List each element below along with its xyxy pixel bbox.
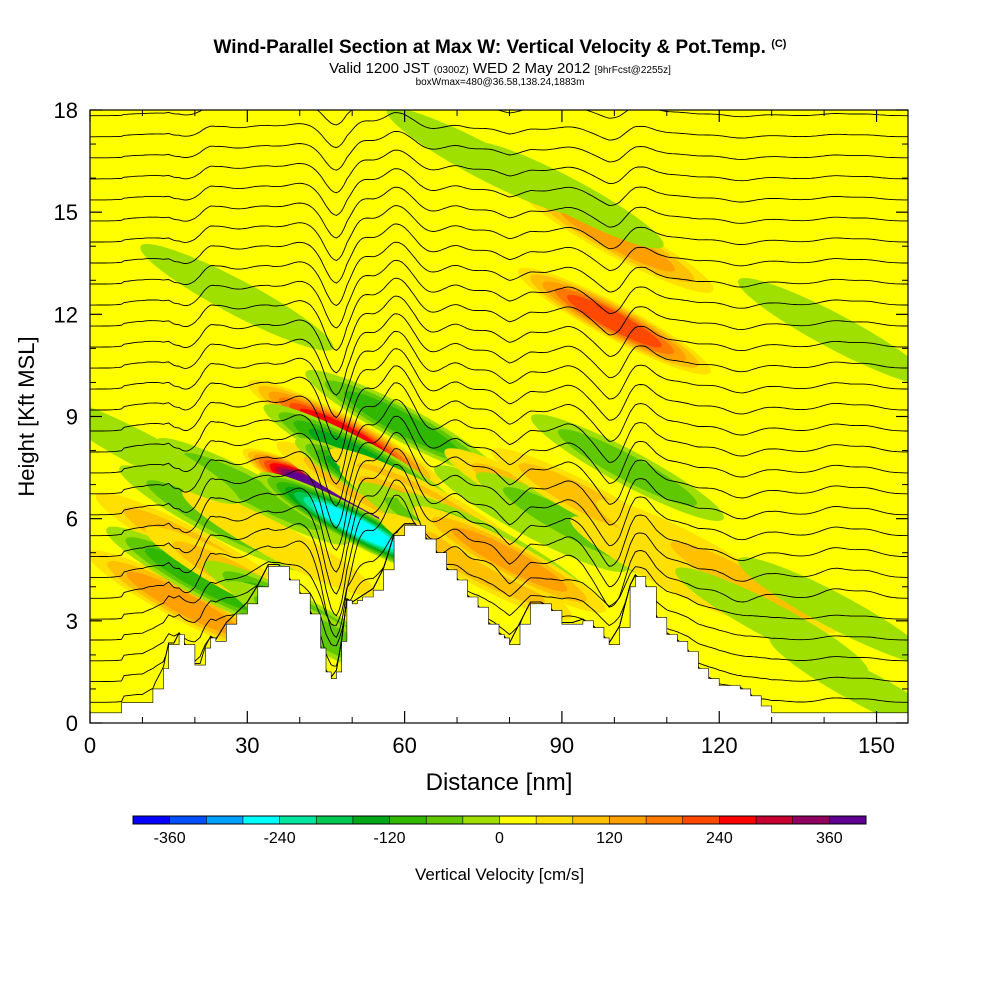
y-tick-label: 0 [66, 711, 78, 736]
velocity-cell [738, 277, 908, 385]
colorbar-label: Vertical Velocity [cm/s] [415, 865, 584, 884]
velocity-cell [470, 141, 664, 249]
velocity-cell [738, 557, 908, 665]
velocity-cell [312, 501, 398, 550]
axes: 0 30 60 90 120 150 0 3 6 9 12 15 18 Distance [nm] Heig… [14, 98, 909, 796]
velocity-cell [144, 547, 261, 613]
box-info: boxWmax=480@36.58,138.24,1883m [415, 77, 585, 88]
velocity-cell [344, 391, 460, 456]
velocity-cell [769, 635, 908, 723]
forecast-info: [9hrFcst@2255z] [594, 65, 671, 76]
velocity-cell [451, 527, 568, 592]
colorbar-swatch [426, 816, 464, 824]
colorbar-tick-label: -360 [154, 830, 186, 847]
colorbar-swatch [829, 816, 867, 824]
isentrope-line [90, 205, 908, 262]
isentrope-line [90, 186, 908, 239]
isentrope-line [90, 494, 908, 639]
y-tick-label: 6 [66, 507, 78, 532]
isentrope-line [90, 382, 908, 485]
y-tick-label: 12 [54, 302, 78, 327]
isentrope-line [90, 168, 908, 216]
colorbar-tick-label: 0 [495, 830, 504, 847]
colorbar-swatch [279, 816, 317, 824]
isentrope-line [90, 479, 908, 617]
colorbar-swatch [572, 816, 610, 824]
x-tick-label: 90 [550, 733, 574, 758]
colorbar-swatch [316, 816, 354, 824]
copyright-mark: (C) [771, 38, 787, 50]
chart-title: Wind-Parallel Section at Max W: Vertical… [213, 37, 787, 58]
x-tick-label: 0 [84, 733, 96, 758]
colorbar-swatch [169, 816, 207, 824]
x-tick-label: 150 [858, 733, 895, 758]
isentrope-line [90, 295, 908, 374]
velocity-cell [182, 489, 376, 596]
velocity-cell [670, 541, 810, 619]
isentrope-line [90, 415, 908, 529]
colorbar-tick-label: 240 [706, 830, 733, 847]
valid-time: Valid 1200 JST [329, 60, 430, 77]
terrain [90, 525, 908, 723]
valid-date: WED 2 May 2012 [472, 60, 591, 77]
colorbar-swatch [536, 816, 574, 824]
isentrope-line [90, 223, 908, 284]
y-tick-label: 9 [66, 405, 78, 430]
colorbar-swatch [242, 816, 280, 824]
colorbar-swatch [646, 816, 684, 824]
colorbar-swatch [133, 816, 170, 824]
velocity-cell [566, 294, 662, 348]
y-tick-label: 15 [54, 200, 78, 225]
isentrope-line [90, 241, 908, 307]
colorbar: -360 -240 -120 0 120 240 360 Vertical Velocity … [132, 815, 867, 884]
isentrope-line [90, 523, 908, 647]
colorbar-frame [132, 815, 867, 825]
plot-area [90, 75, 908, 723]
x-tick-label: 120 [701, 733, 738, 758]
colorbar-swatch [682, 816, 720, 824]
velocity-cell [90, 397, 239, 504]
velocity-cell [557, 429, 698, 507]
isentrope-line [90, 149, 908, 194]
colorbar-swatch [609, 816, 647, 824]
colorbar-swatch [389, 816, 427, 824]
isentrope-line [90, 277, 908, 351]
y-tick-label: 3 [66, 609, 78, 634]
colorbar-tick-label: 360 [816, 830, 843, 847]
isentrope-line [90, 432, 908, 551]
colorbar-swatch [792, 816, 830, 824]
colorbar-swatch [756, 816, 793, 824]
colorbar-swatch [499, 816, 537, 824]
colorbar-swatch [719, 816, 757, 824]
y-tick-label: 18 [54, 98, 78, 123]
isentrope-line [90, 330, 908, 419]
isentrope-line [90, 313, 908, 396]
isentrope-line [90, 399, 908, 507]
isentrope-line [90, 365, 908, 463]
x-tick-label: 60 [392, 733, 416, 758]
isentrope-line [90, 348, 908, 441]
chart-subtitle: Valid 1200 JST (0300Z) WED 2 May 2012 [9… [0, 60, 1000, 77]
isentrope-line [90, 112, 908, 149]
valid-utc: (0300Z) [433, 65, 469, 76]
isentrope-line [90, 463, 908, 595]
isentrope-line [90, 523, 908, 626]
colorbar-tick-label: 120 [596, 830, 623, 847]
colorbar-swatch [462, 816, 500, 824]
colorbar-tick-label: -240 [264, 830, 296, 847]
x-axis-label: Distance [nm] [426, 769, 573, 796]
y-axis-label: Height [Kft MSL] [14, 336, 39, 496]
colorbar-tick-label: -120 [374, 830, 406, 847]
isentrope-line [90, 130, 908, 171]
isentrope-line [90, 259, 908, 329]
isentrope-line [90, 75, 908, 102]
velocity-cell [405, 527, 545, 605]
colorbar-swatch [206, 816, 244, 824]
x-tick-label: 30 [235, 733, 259, 758]
colorbar-swatch [352, 816, 390, 824]
isentrope-line [90, 448, 908, 573]
